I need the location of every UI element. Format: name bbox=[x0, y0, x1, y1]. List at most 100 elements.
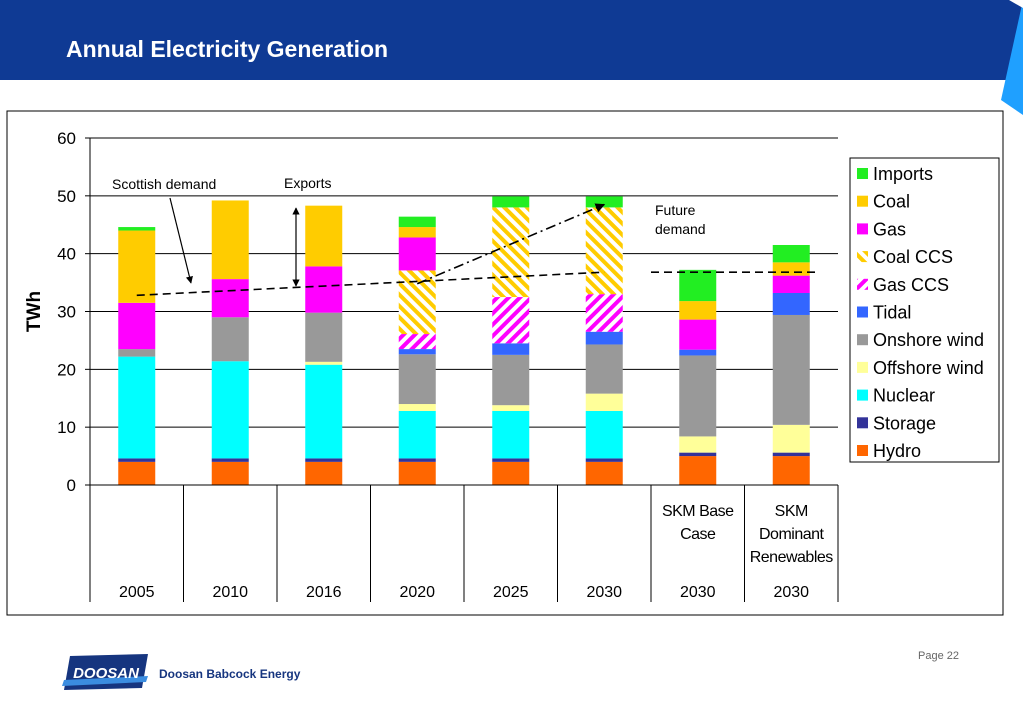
annotation-arrow bbox=[169, 197, 193, 284]
bar-segment-nuclear bbox=[585, 410, 623, 459]
bar-segment-coal-ccs bbox=[398, 270, 436, 335]
doosan-logo: DOOSAN bbox=[62, 654, 148, 690]
legend-swatch bbox=[857, 195, 868, 207]
legend-swatch bbox=[857, 223, 868, 235]
bar-segment-nuclear bbox=[398, 410, 436, 459]
bar-segment-gas bbox=[772, 275, 810, 293]
bar-segment-hydro bbox=[398, 461, 436, 485]
svg-text:DOOSAN: DOOSAN bbox=[73, 665, 140, 682]
x-tick-label: 2005 bbox=[119, 584, 155, 601]
bar-segment-gas bbox=[305, 266, 343, 313]
bar-segment-gas bbox=[211, 279, 249, 318]
bar-segment-hydro bbox=[679, 456, 717, 485]
legend-swatch bbox=[857, 417, 868, 429]
y-tick-label: 0 bbox=[67, 476, 76, 495]
y-tick-label: 60 bbox=[57, 129, 76, 148]
category-sublabel: Renewables bbox=[750, 549, 834, 566]
bar-segment-storage bbox=[118, 458, 156, 462]
legend-label: Gas bbox=[873, 219, 906, 239]
bar-segment-imports bbox=[772, 244, 810, 263]
bar-segment-offshore-wind bbox=[305, 361, 343, 365]
x-tick-label: 2020 bbox=[399, 584, 435, 601]
bar-segment-onshore-wind bbox=[211, 317, 249, 362]
bar-segment-coal bbox=[305, 205, 343, 267]
bar-segment-nuclear bbox=[118, 356, 156, 459]
legend-label: Offshore wind bbox=[873, 358, 984, 378]
y-axis-label: TWh bbox=[24, 291, 45, 332]
legend-swatch bbox=[857, 168, 868, 179]
bar-segment-coal bbox=[118, 230, 156, 303]
legend-swatch bbox=[857, 389, 868, 401]
bar-segment-imports bbox=[398, 216, 436, 228]
legend-label: Coal CCS bbox=[873, 247, 953, 267]
category-sublabel: SKM bbox=[775, 503, 808, 520]
legend-label: Gas CCS bbox=[873, 275, 949, 295]
legend-label: Storage bbox=[873, 413, 936, 433]
bar-segment-onshore-wind bbox=[118, 349, 156, 357]
company-name: Doosan Babcock Energy bbox=[159, 667, 301, 681]
bar-segment-coal bbox=[679, 301, 717, 320]
bar-segment-coal bbox=[211, 200, 249, 280]
bar-segment-onshore-wind bbox=[585, 344, 623, 394]
bar-segment-tidal bbox=[585, 331, 623, 345]
legend-swatch bbox=[857, 445, 868, 456]
bar-segment-hydro bbox=[211, 461, 249, 485]
bar-segment-imports bbox=[679, 269, 717, 302]
bar-segment-tidal bbox=[679, 349, 717, 356]
chart-frame bbox=[6, 110, 1004, 616]
header-accent bbox=[1001, 0, 1023, 115]
demand-line bbox=[136, 271, 605, 297]
annotation-future-demand: Future bbox=[655, 202, 696, 218]
bar-segment-onshore-wind bbox=[398, 354, 436, 405]
bar-segment-nuclear bbox=[305, 364, 343, 459]
bar-segment-tidal bbox=[492, 343, 530, 355]
bar-segment-offshore-wind bbox=[492, 405, 530, 411]
bar-segment-gas bbox=[118, 302, 156, 350]
y-tick-label: 10 bbox=[57, 418, 76, 437]
bar-segment-offshore-wind bbox=[679, 436, 717, 453]
y-tick-label: 40 bbox=[57, 245, 76, 264]
category-sublabel: Dominant bbox=[759, 526, 825, 543]
legend-swatch bbox=[857, 361, 868, 373]
bar-segment-imports bbox=[585, 196, 623, 208]
bar-segment-onshore-wind bbox=[492, 354, 530, 406]
bar-segment-storage bbox=[211, 458, 249, 462]
legend-label: Onshore wind bbox=[873, 330, 984, 350]
annotation-exports: Exports bbox=[284, 175, 331, 191]
bar-segment-coal bbox=[772, 262, 810, 276]
page-title: Annual Electricity Generation bbox=[66, 36, 389, 62]
bar-segment-coal-ccs bbox=[585, 207, 623, 295]
y-tick-label: 50 bbox=[57, 187, 76, 206]
x-tick-label: 2030 bbox=[773, 584, 809, 601]
bar-segment-storage bbox=[305, 458, 343, 462]
header-bar bbox=[0, 0, 1023, 80]
x-tick-label: 2010 bbox=[212, 584, 248, 601]
annotation-future-demand: demand bbox=[655, 221, 706, 237]
bar-segment-gas-ccs bbox=[585, 294, 623, 332]
bar-segment-storage bbox=[772, 452, 810, 457]
bar-segment-storage bbox=[585, 458, 623, 462]
bar-segment-storage bbox=[398, 458, 436, 462]
bar-segment-hydro bbox=[585, 461, 623, 485]
page-number: Page 22 bbox=[918, 650, 959, 662]
bar-segment-imports bbox=[492, 196, 530, 208]
legend-swatch bbox=[857, 251, 868, 263]
bar-segment-offshore-wind bbox=[585, 393, 623, 411]
legend-box bbox=[849, 157, 1000, 463]
demand-line bbox=[416, 203, 606, 285]
legend-label: Imports bbox=[873, 164, 933, 184]
bar-segment-offshore-wind bbox=[398, 404, 436, 411]
bar-segment-gas bbox=[398, 237, 436, 271]
x-tick-label: 2016 bbox=[306, 584, 342, 601]
bar-segment-nuclear bbox=[492, 410, 530, 459]
bar-segment-nuclear bbox=[211, 361, 249, 459]
category-sublabel: SKM Base bbox=[662, 503, 734, 520]
x-tick-label: 2025 bbox=[493, 584, 529, 601]
bar-segment-hydro bbox=[772, 456, 810, 485]
bar-segment-hydro bbox=[492, 461, 530, 485]
y-tick-label: 30 bbox=[57, 303, 76, 322]
legend-label: Nuclear bbox=[873, 386, 935, 406]
bar-segment-onshore-wind bbox=[772, 314, 810, 425]
bar-segment-hydro bbox=[305, 461, 343, 485]
